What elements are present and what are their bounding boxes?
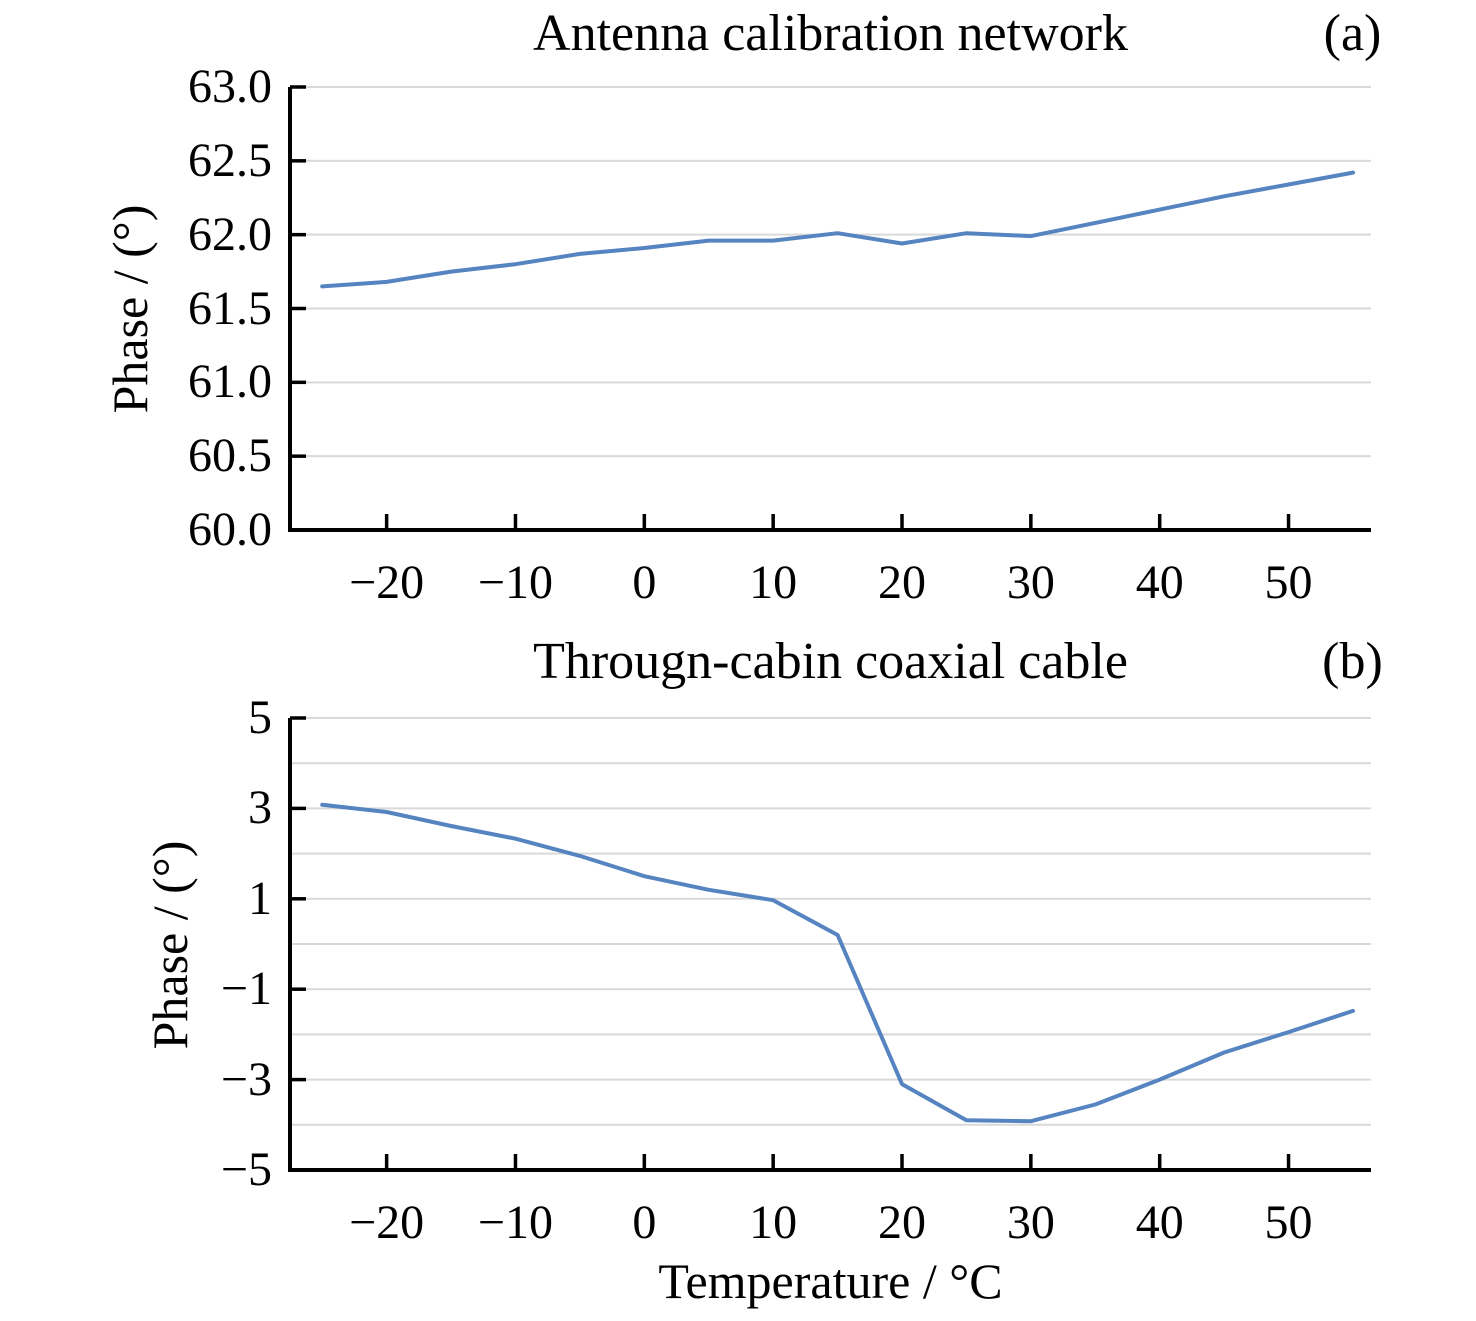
y-tick-label: 61.0: [188, 355, 272, 409]
x-tick-label: 10: [749, 1196, 798, 1249]
x-tick-label: 20: [878, 556, 926, 609]
x-tick-label: −20: [349, 556, 425, 609]
series-line-b: [320, 802, 1355, 1124]
x-tick-label: 30: [1006, 1196, 1055, 1249]
x-tick-label: 10: [749, 556, 798, 609]
y-tick-label: 5: [248, 691, 272, 744]
x-tick-label: 0: [632, 1196, 657, 1249]
x-tick-label: −20: [349, 1196, 425, 1249]
series-line-a: [320, 170, 1355, 289]
x-tick-label: 20: [878, 1196, 926, 1249]
y-tick-label: 1: [248, 871, 272, 925]
x-tick-label: 0: [632, 556, 657, 609]
x-tick-label: 30: [1006, 556, 1055, 609]
y-tick-label: −5: [220, 1143, 272, 1196]
y-tick-label: 60.5: [188, 429, 272, 483]
y-tick-label: 60.0: [188, 503, 272, 556]
y-tick-label: 62.5: [188, 133, 272, 187]
y-tick-label: 61.5: [188, 281, 272, 335]
x-tick-label: 50: [1264, 556, 1313, 609]
x-axis-label: Temperature / °C: [658, 1253, 1003, 1309]
x-tick-label: 50: [1264, 1196, 1313, 1249]
y-tick-label: −1: [220, 962, 272, 1016]
chart-a-panel-label: (a): [1323, 5, 1382, 62]
y-tick-label: 62.0: [188, 207, 272, 261]
y-tick-label: 63.0: [188, 60, 272, 113]
chart-b-title: Througn-cabin coaxial cable: [533, 633, 1128, 690]
x-tick-label: −10: [477, 556, 553, 609]
chart-b-panel-label: (b): [1322, 633, 1383, 690]
y-tick-label: −3: [220, 1052, 272, 1106]
x-tick-label: −10: [477, 1196, 553, 1249]
y-tick-label: 3: [248, 781, 272, 835]
chart-a-title: Antenna calibration network: [533, 5, 1128, 62]
x-tick-label: 40: [1135, 556, 1184, 609]
x-tick-label: 40: [1135, 1196, 1184, 1249]
